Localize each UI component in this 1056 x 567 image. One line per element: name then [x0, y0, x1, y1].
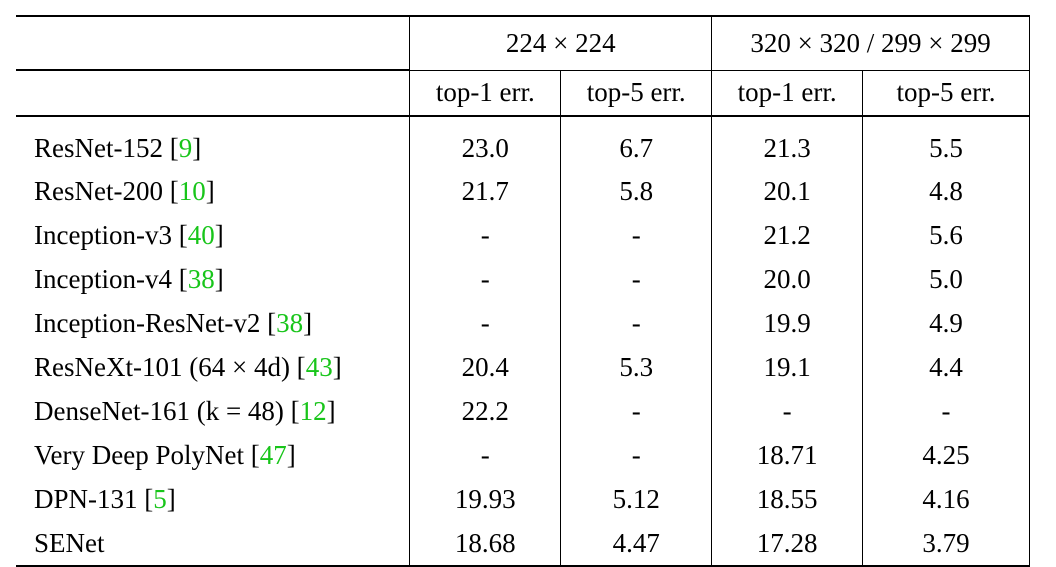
model-name: DenseNet-161 (k = 48) [	[34, 395, 300, 426]
value-320-top5: 5.5	[862, 116, 1030, 169]
value-320-top5: 4.8	[862, 169, 1030, 213]
citation-bracket: ]	[192, 132, 202, 163]
citation-link[interactable]: 38	[187, 263, 215, 294]
value-224-top1: 23.0	[409, 116, 562, 169]
value-224-top1: -	[409, 213, 562, 257]
model-name: ResNet-152 [	[34, 132, 179, 163]
table-row: Inception-ResNet-v2 [38] - - 19.9 4.9	[16, 301, 1030, 345]
citation-bracket: ]	[326, 395, 336, 426]
model-name: SENet	[34, 527, 105, 558]
model-name: Inception-ResNet-v2 [	[34, 307, 277, 338]
value-224-top5: -	[560, 257, 713, 301]
table-row: DenseNet-161 (k = 48) [12] 22.2 - - -	[16, 389, 1030, 433]
value-320-top1: 20.0	[711, 257, 864, 301]
model-name-cell: DPN-131 [5]	[16, 477, 411, 521]
value-320-top5: 4.16	[862, 477, 1030, 521]
value-320-top1: 20.1	[711, 169, 864, 213]
model-name-cell: Inception-v4 [38]	[16, 257, 411, 301]
table-row: ResNeXt-101 (64 × 4d) [43] 20.4 5.3 19.1…	[16, 345, 1030, 389]
model-name: Inception-v3 [	[34, 219, 188, 250]
citation-link[interactable]: 47	[259, 439, 287, 470]
value-320-top5: 4.25	[862, 433, 1030, 477]
value-224-top5: 6.7	[560, 116, 713, 169]
table-row: Very Deep PolyNet [47] - - 18.71 4.25	[16, 433, 1030, 477]
value-320-top5: 4.9	[862, 301, 1030, 345]
group-header-320-299: 320 × 320 / 299 × 299	[711, 16, 1030, 71]
value-224-top5: -	[560, 433, 713, 477]
value-320-top1: 19.1	[711, 345, 864, 389]
sub-header-320-top5: top-5 err.	[862, 70, 1030, 117]
value-320-top5: 5.6	[862, 213, 1030, 257]
model-name-cell: ResNet-152 [9]	[16, 116, 411, 169]
citation-link[interactable]: 12	[299, 395, 327, 426]
table-row-senet: SENet 18.68 4.47 17.28 3.79	[16, 521, 1030, 566]
table-row: ResNet-200 [10] 21.7 5.8 20.1 4.8	[16, 169, 1030, 213]
value-320-top1: 18.55	[711, 477, 864, 521]
value-224-top1: 21.7	[409, 169, 562, 213]
value-320-top5: 3.79	[862, 521, 1030, 566]
value-224-top5: -	[560, 301, 713, 345]
value-320-top1: 21.2	[711, 213, 864, 257]
model-name-cell: Inception-v3 [40]	[16, 213, 411, 257]
value-320-top1: -	[711, 389, 864, 433]
value-224-top5: 4.47	[560, 521, 713, 566]
citation-link[interactable]: 5	[153, 483, 167, 514]
citation-bracket: ]	[214, 263, 224, 294]
model-name: Inception-v4 [	[34, 263, 188, 294]
value-320-top1: 18.71	[711, 433, 864, 477]
model-name-cell: ResNet-200 [10]	[16, 169, 411, 213]
citation-bracket: ]	[205, 175, 215, 206]
citation-bracket: ]	[214, 219, 224, 250]
sub-header-320-top1: top-1 err.	[711, 70, 864, 117]
model-name: DPN-131 [	[34, 483, 154, 514]
table-row: Inception-v4 [38] - - 20.0 5.0	[16, 257, 1030, 301]
value-224-top1: 18.68	[409, 521, 562, 566]
value-224-top1: 19.93	[409, 477, 562, 521]
value-224-top5: -	[560, 389, 713, 433]
group-header-224: 224 × 224	[409, 16, 713, 71]
citation-bracket: ]	[166, 483, 176, 514]
value-224-top5: 5.12	[560, 477, 713, 521]
value-320-top5: 5.0	[862, 257, 1030, 301]
corner-cell-lower	[16, 70, 411, 117]
value-224-top5: -	[560, 213, 713, 257]
table-row: ResNet-152 [9] 23.0 6.7 21.3 5.5	[16, 116, 1030, 169]
value-224-top1: -	[409, 257, 562, 301]
model-name-cell: DenseNet-161 (k = 48) [12]	[16, 389, 411, 433]
value-320-top5: -	[862, 389, 1030, 433]
value-224-top1: -	[409, 301, 562, 345]
model-name: ResNet-200 [	[34, 175, 179, 206]
corner-cell	[16, 16, 411, 71]
model-name-cell: ResNeXt-101 (64 × 4d) [43]	[16, 345, 411, 389]
value-320-top5: 4.4	[862, 345, 1030, 389]
citation-link[interactable]: 10	[178, 175, 206, 206]
sub-header-224-top5: top-5 err.	[560, 70, 713, 117]
model-name-cell: Inception-ResNet-v2 [38]	[16, 301, 411, 345]
value-320-top1: 19.9	[711, 301, 864, 345]
citation-link[interactable]: 40	[187, 219, 215, 250]
value-224-top5: 5.3	[560, 345, 713, 389]
sub-header-224-top1: top-1 err.	[409, 70, 562, 117]
citation-bracket: ]	[286, 439, 296, 470]
value-320-top1: 21.3	[711, 116, 864, 169]
value-224-top1: 20.4	[409, 345, 562, 389]
table-row: Inception-v3 [40] - - 21.2 5.6	[16, 213, 1030, 257]
value-224-top1: 22.2	[409, 389, 562, 433]
value-224-top1: -	[409, 433, 562, 477]
model-name-cell: Very Deep PolyNet [47]	[16, 433, 411, 477]
citation-link[interactable]: 9	[178, 132, 193, 163]
model-name: ResNeXt-101 (64 × 4d) [	[34, 351, 306, 382]
citation-link[interactable]: 43	[305, 351, 333, 382]
citation-link[interactable]: 38	[276, 307, 304, 338]
model-name-cell: SENet	[16, 521, 411, 566]
table-row: DPN-131 [5] 19.93 5.12 18.55 4.16	[16, 477, 1030, 521]
citation-bracket: ]	[332, 351, 342, 382]
citation-bracket: ]	[303, 307, 313, 338]
results-table: 224 × 224 320 × 320 / 299 × 299 top-1 er…	[16, 15, 1030, 567]
value-320-top1: 17.28	[711, 521, 864, 566]
value-224-top5: 5.8	[560, 169, 713, 213]
model-name: Very Deep PolyNet [	[34, 439, 260, 470]
